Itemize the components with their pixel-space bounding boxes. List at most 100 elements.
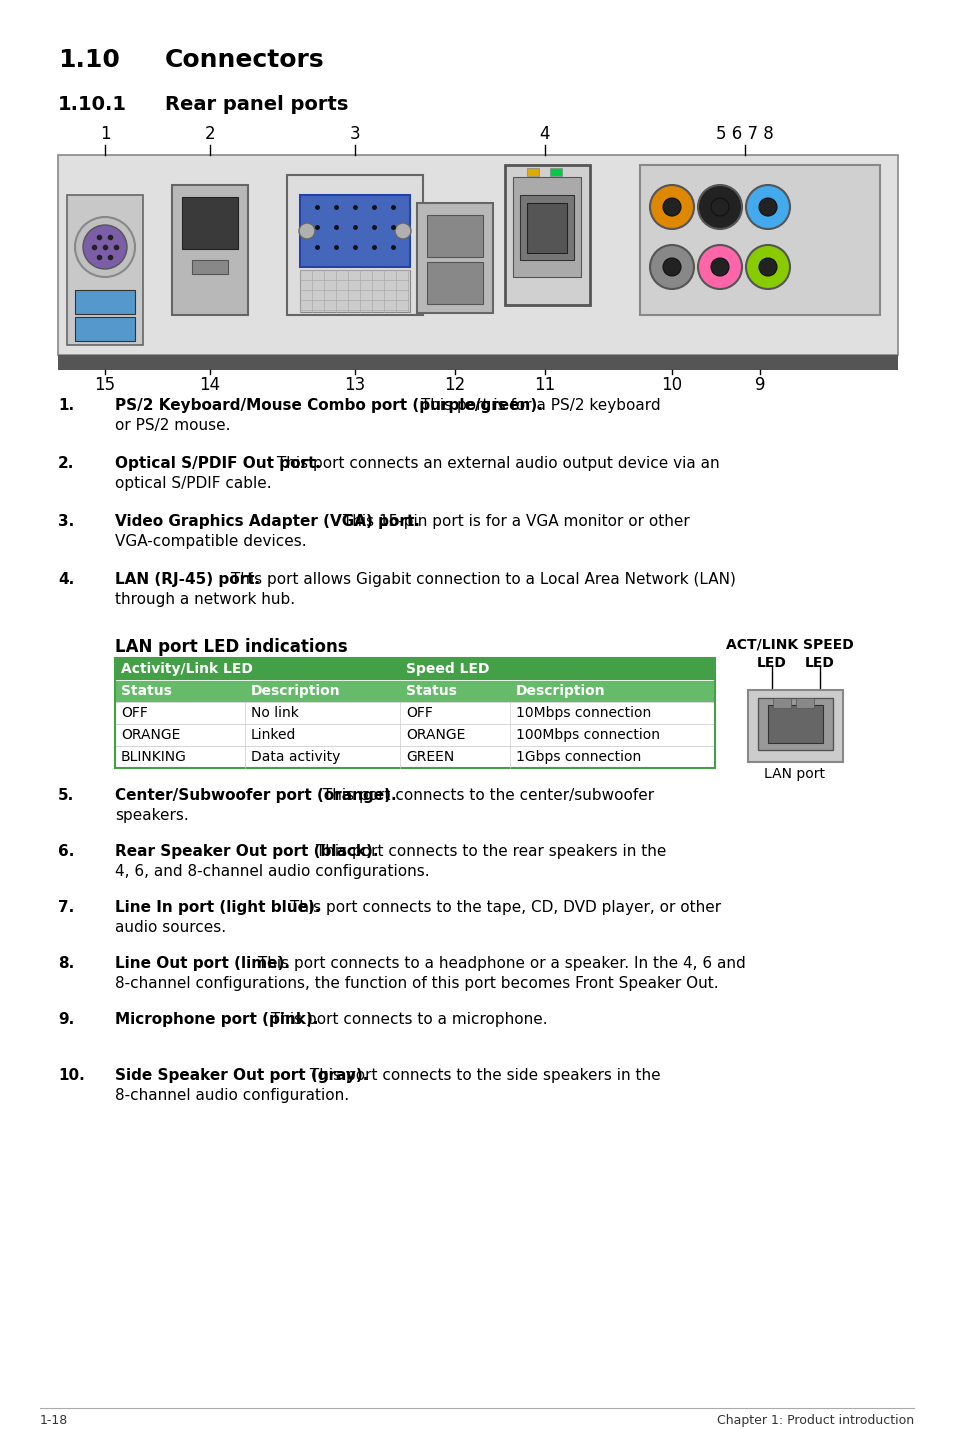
Text: This port allows Gigabit connection to a Local Area Network (LAN): This port allows Gigabit connection to a… [226, 571, 736, 587]
Bar [550, 168, 561, 176]
Circle shape [698, 185, 741, 229]
Text: BLINKING: BLINKING [121, 750, 187, 765]
Circle shape [698, 245, 741, 289]
Text: 100Mbps connection: 100Mbps connection [516, 727, 659, 742]
Text: Center/Subwoofer port (orange).: Center/Subwoofer port (orange). [115, 788, 396, 803]
Text: OFF: OFF [406, 706, 433, 720]
Text: Connectors: Connectors [165, 49, 324, 72]
Text: 13: 13 [344, 377, 365, 394]
Text: 2: 2 [205, 125, 215, 143]
Text: or PS/2 mouse.: or PS/2 mouse. [115, 418, 231, 432]
Text: Rear Speaker Out port (black).: Rear Speaker Out port (black). [115, 843, 378, 859]
Text: optical S/PDIF cable.: optical S/PDIF cable. [115, 475, 272, 491]
Text: 2.: 2. [58, 455, 74, 471]
Text: 8-channel configurations, the function of this port becomes Front Speaker Out.: 8-channel configurations, the function o… [115, 977, 718, 991]
Bar [795, 697, 813, 707]
Text: Status: Status [406, 684, 456, 697]
Bar [115, 680, 714, 702]
Text: Chapter 1: Product introduction: Chapter 1: Product introduction [716, 1413, 913, 1428]
Bar [75, 316, 135, 341]
Bar [115, 725, 714, 746]
Bar [115, 657, 714, 680]
Text: 8.: 8. [58, 957, 74, 971]
Text: 4.: 4. [58, 571, 74, 587]
Text: Linked: Linked [251, 727, 296, 742]
Text: Speed LED: Speed LED [406, 662, 489, 676]
Text: 8-channel audio configuration.: 8-channel audio configuration. [115, 1088, 349, 1103]
Text: VGA-compatible devices.: VGA-compatible devices. [115, 534, 306, 548]
Text: Data activity: Data activity [251, 750, 340, 765]
Text: 9.: 9. [58, 1012, 74, 1027]
Text: 1-18: 1-18 [40, 1413, 69, 1428]
Text: This port connects to the rear speakers in the: This port connects to the rear speakers … [312, 843, 666, 859]
Text: 5.: 5. [58, 788, 74, 803]
Text: audio sources.: audio sources. [115, 919, 226, 935]
Bar [526, 203, 566, 253]
Text: Description: Description [516, 684, 605, 697]
Bar [767, 705, 822, 743]
Text: No link: No link [251, 706, 298, 720]
Bar [416, 203, 493, 314]
Bar [182, 198, 237, 249]
Text: ACT/LINK SPEED: ACT/LINK SPEED [725, 639, 853, 652]
Text: Activity/Link LED: Activity/Link LED [121, 662, 253, 676]
Text: 9: 9 [754, 377, 764, 394]
Circle shape [745, 185, 789, 229]
Bar [427, 215, 482, 256]
Text: This 15-pin port is for a VGA monitor or other: This 15-pin port is for a VGA monitor or… [337, 514, 689, 528]
Bar [115, 746, 714, 768]
Bar [299, 195, 410, 266]
Bar [427, 262, 482, 304]
Text: speakers.: speakers. [115, 808, 189, 823]
Text: This port connects to the center/subwoofer: This port connects to the center/subwoof… [317, 788, 654, 803]
Text: 3: 3 [350, 125, 360, 143]
Bar [58, 155, 897, 355]
Text: This port connects an external audio output device via an: This port connects an external audio out… [272, 455, 720, 471]
Text: 4, 6, and 8-channel audio configurations.: 4, 6, and 8-channel audio configurations… [115, 863, 429, 879]
Text: ORANGE: ORANGE [406, 727, 465, 742]
Text: LED: LED [757, 656, 786, 670]
Text: Rear panel ports: Rear panel ports [165, 95, 348, 115]
Circle shape [298, 223, 314, 239]
Text: Status: Status [121, 684, 172, 697]
Text: 5 6 7 8: 5 6 7 8 [716, 125, 773, 143]
Circle shape [759, 198, 776, 216]
Text: Optical S/PDIF Out port.: Optical S/PDIF Out port. [115, 455, 320, 471]
Text: through a network hub.: through a network hub. [115, 591, 294, 607]
Circle shape [649, 185, 693, 229]
Text: 3.: 3. [58, 514, 74, 528]
Bar [758, 697, 832, 750]
Circle shape [83, 225, 127, 269]
Text: This port connects to the tape, CD, DVD player, or other: This port connects to the tape, CD, DVD … [285, 899, 720, 915]
Bar [75, 291, 135, 314]
Text: Video Graphics Adapter (VGA) port.: Video Graphics Adapter (VGA) port. [115, 514, 419, 528]
Circle shape [710, 258, 728, 276]
Text: Line Out port (lime).: Line Out port (lime). [115, 957, 290, 971]
Bar [287, 175, 422, 315]
Text: 11: 11 [534, 377, 555, 394]
Text: Microphone port (pink).: Microphone port (pink). [115, 1012, 318, 1027]
Text: ORANGE: ORANGE [121, 727, 180, 742]
Text: 1.: 1. [58, 398, 74, 412]
Text: 15: 15 [94, 377, 115, 394]
Bar [639, 165, 879, 315]
Bar [513, 178, 580, 276]
Text: 1: 1 [99, 125, 111, 143]
Text: 4: 4 [539, 125, 550, 143]
Text: 1.10: 1.10 [58, 49, 120, 72]
Text: This port connects to the side speakers in the: This port connects to the side speakers … [305, 1068, 659, 1083]
Bar [172, 185, 248, 315]
Bar [67, 195, 143, 345]
Bar [115, 702, 714, 725]
Circle shape [710, 198, 728, 216]
Text: 10: 10 [660, 377, 681, 394]
Circle shape [395, 223, 411, 239]
Text: 1Gbps connection: 1Gbps connection [516, 750, 640, 765]
Circle shape [745, 245, 789, 289]
Text: Line In port (light blue).: Line In port (light blue). [115, 899, 320, 915]
Text: This port is for a PS/2 keyboard: This port is for a PS/2 keyboard [416, 398, 660, 412]
Text: 1.10.1: 1.10.1 [58, 95, 127, 115]
Text: LAN port: LAN port [763, 768, 824, 780]
Text: Side Speaker Out port (gray).: Side Speaker Out port (gray). [115, 1068, 368, 1083]
Bar [747, 690, 842, 762]
